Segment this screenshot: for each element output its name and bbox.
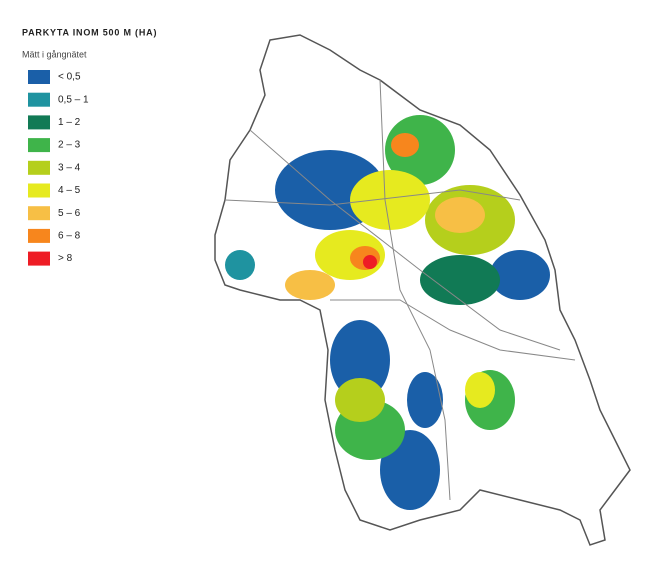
legend-label: 4 – 5: [58, 185, 81, 196]
legend-label: 1 – 2: [58, 117, 81, 128]
legend-swatch: [28, 92, 50, 107]
legend-swatch: [28, 183, 50, 198]
legend-label: 5 – 6: [58, 208, 81, 219]
legend: < 0,5 0,5 – 1 1 – 2 2 – 3 3 – 4 4 – 5 5 – 6 6 –…: [28, 70, 89, 266]
legend-swatch: [28, 138, 50, 153]
legend-label: > 8: [58, 253, 73, 264]
legend-swatch: [28, 115, 50, 130]
map-subtitle: Mätt i gångnätet: [22, 49, 87, 59]
legend-label: 2 – 3: [58, 140, 81, 151]
legend-label: < 0,5: [58, 72, 81, 83]
legend-label: 0,5 – 1: [58, 94, 89, 105]
legend-swatch: [28, 160, 50, 175]
legend-label: 3 – 4: [58, 162, 81, 173]
map-title: PARKYTA INOM 500 M (HA): [22, 27, 157, 37]
legend-swatch: [28, 228, 50, 243]
legend-label: 6 – 8: [58, 231, 81, 242]
city-map: [214, 34, 631, 546]
park-area-patches: [225, 115, 550, 510]
legend-swatch: [28, 70, 50, 84]
legend-swatch: [28, 206, 50, 221]
roads: [224, 79, 576, 501]
legend-swatch: [28, 251, 50, 266]
